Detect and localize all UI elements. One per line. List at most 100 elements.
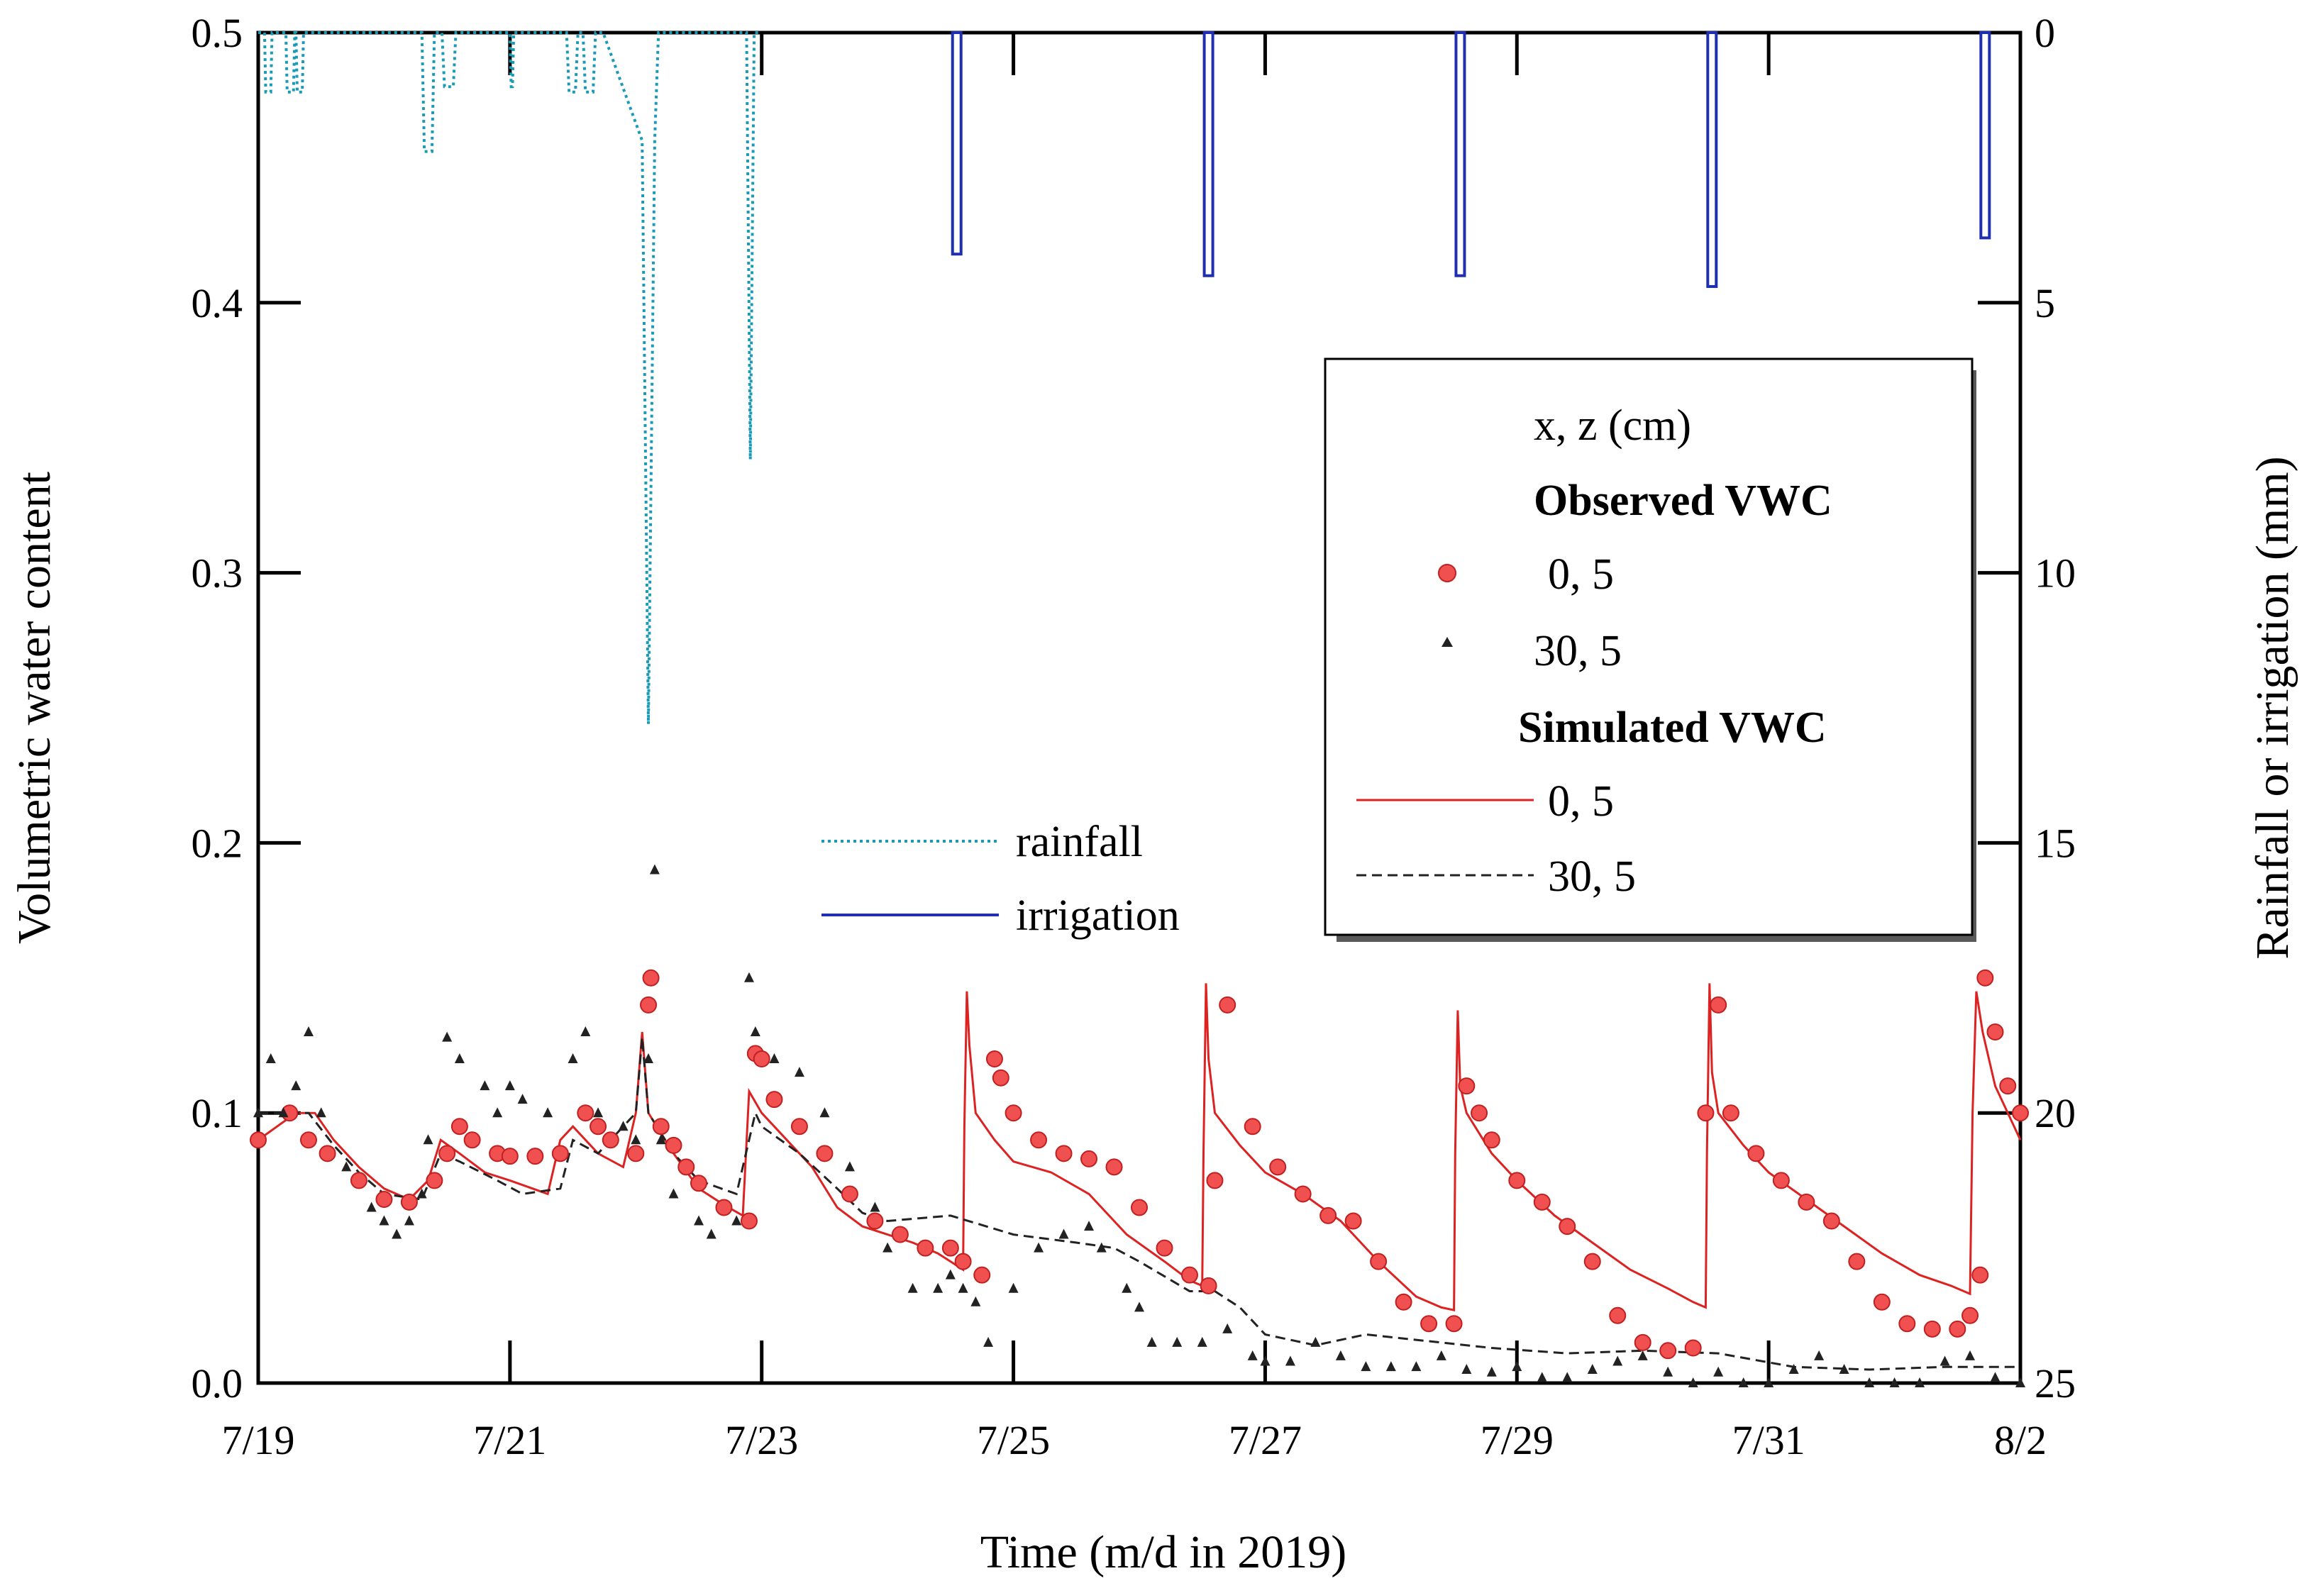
observed-0-5-point	[426, 1172, 443, 1189]
observed-0-5-point	[577, 1104, 594, 1122]
observed-0-5-point	[350, 1172, 367, 1189]
observed-0-5-point	[1206, 1172, 1224, 1189]
legend-box	[1324, 357, 1974, 936]
observed-30-5-point	[1096, 1242, 1107, 1253]
observed-30-5-point	[694, 1215, 704, 1226]
observed-30-5-point	[278, 1107, 289, 1118]
observed-30-5-point	[1058, 1228, 1069, 1239]
observed-0-5-point	[1244, 1118, 1261, 1136]
irrigation-series	[951, 31, 1991, 288]
observed-0-5-point	[640, 996, 658, 1014]
x-tick-label: 8/2	[1994, 1417, 2047, 1463]
observed-30-5-point	[731, 1215, 742, 1226]
observed-30-5-point	[1839, 1363, 1849, 1374]
observed-0-5-point	[917, 1239, 934, 1257]
legend-rainfall-label: rainfall	[1016, 818, 1143, 866]
observed-30-5-point	[655, 1134, 666, 1145]
observed-30-5-point	[1361, 1361, 1371, 1372]
observed-0-5-point	[602, 1131, 619, 1149]
observed-30-5-point	[1965, 1350, 1976, 1360]
y-left-tick-label: 0.2	[192, 820, 243, 866]
observed-30-5-point	[404, 1215, 414, 1226]
observed-30-5-point	[649, 864, 660, 875]
legend-irrigation-label: irrigation	[1016, 892, 1180, 940]
observed-0-5-point	[1005, 1104, 1022, 1122]
observed-0-5-point	[891, 1226, 909, 1243]
observed-0-5-point	[1583, 1253, 1601, 1270]
observed-30-5-point	[631, 1134, 641, 1145]
observed-0-5-point	[1483, 1131, 1500, 1149]
irrigation-bar	[1202, 31, 1214, 277]
observed-30-5-point	[480, 1080, 490, 1091]
observed-0-5-point	[1180, 1266, 1198, 1284]
observed-30-5-point	[2015, 1377, 2025, 1387]
plot-frame	[256, 30, 2023, 1385]
observed-0-5-point	[450, 1118, 468, 1136]
observed-0-5-point	[250, 1131, 267, 1149]
observed-0-5-point	[1533, 1193, 1551, 1211]
irrigation-bar	[951, 31, 963, 256]
observed-0-5-point	[866, 1212, 884, 1230]
legend-observed-30-5-marker	[1442, 637, 1453, 647]
observed-series	[250, 864, 2029, 1387]
observed-0-5-point	[790, 1118, 808, 1136]
observed-0-5-point	[985, 1050, 1003, 1068]
observed-30-5-point	[1008, 1282, 1019, 1293]
observed-0-5-point	[1269, 1158, 1287, 1176]
observed-30-5-point	[1814, 1350, 1825, 1360]
observed-30-5-point	[423, 1134, 433, 1145]
observed-0-5-point	[665, 1136, 682, 1154]
observed-0-5-point	[1634, 1333, 1651, 1351]
observed-30-5-point	[1034, 1242, 1044, 1253]
y-left-tick-label: 0.3	[192, 550, 243, 596]
observed-0-5-point	[642, 969, 660, 987]
y-left-tick-label: 0.1	[192, 1090, 243, 1136]
observed-0-5-point	[1986, 1023, 2004, 1040]
observed-30-5-point	[1562, 1372, 1573, 1382]
irrigation-bar	[1454, 31, 1466, 277]
observed-0-5-point	[1559, 1218, 1576, 1236]
observed-0-5-point	[973, 1266, 991, 1284]
observed-30-5-point	[416, 1188, 427, 1199]
observed-0-5-point	[438, 1145, 456, 1162]
observed-30-5-point	[769, 1053, 780, 1064]
observed-30-5-point	[1385, 1361, 1396, 1372]
observed-30-5-point	[1788, 1363, 1799, 1374]
legend-observed-0-5-label: 0, 5	[1548, 550, 1614, 599]
observed-30-5-point	[1940, 1355, 1950, 1366]
observed-0-5-point	[627, 1145, 645, 1162]
observed-0-5-point	[1949, 1320, 1966, 1338]
observed-30-5-point	[504, 1080, 515, 1091]
observed-30-5-point	[844, 1161, 855, 1172]
observed-30-5-point	[1663, 1366, 1673, 1377]
y-left-tick-label: 0.4	[192, 280, 243, 326]
observed-30-5-point	[316, 1107, 326, 1118]
y-axis-right-title: Rainfall or irrigation (mm)	[2247, 456, 2298, 959]
observed-30-5-point	[1587, 1363, 1598, 1374]
observed-30-5-point	[1146, 1336, 1157, 1347]
observed-30-5-point	[618, 1121, 629, 1131]
observed-0-5-point	[1344, 1212, 1362, 1230]
x-tick-label: 7/25	[977, 1417, 1050, 1463]
observed-30-5-point	[265, 1053, 276, 1064]
observed-30-5-point	[1864, 1377, 1875, 1387]
observed-30-5-point	[341, 1161, 352, 1172]
observed-0-5-point	[1898, 1315, 1916, 1333]
observed-30-5-point	[1134, 1301, 1144, 1312]
observed-30-5-point	[303, 1026, 314, 1036]
observed-30-5-point	[1436, 1350, 1446, 1360]
observed-0-5-point	[1370, 1253, 1388, 1270]
observed-30-5-point	[933, 1282, 944, 1293]
x-tick-label: 7/21	[473, 1417, 546, 1463]
observed-0-5-point	[1030, 1131, 1048, 1149]
observed-30-5-point	[1247, 1350, 1258, 1360]
observed-0-5-point	[299, 1131, 317, 1149]
observed-30-5-point	[1197, 1336, 1207, 1347]
observed-30-5-point	[543, 1107, 553, 1118]
observed-30-5-point	[1915, 1377, 1925, 1387]
observed-30-5-point	[1222, 1323, 1233, 1333]
observed-0-5-point	[1420, 1315, 1438, 1333]
observed-0-5-point	[1961, 1306, 1979, 1324]
observed-0-5-point	[1747, 1145, 1765, 1162]
observed-0-5-point	[2012, 1104, 2029, 1122]
